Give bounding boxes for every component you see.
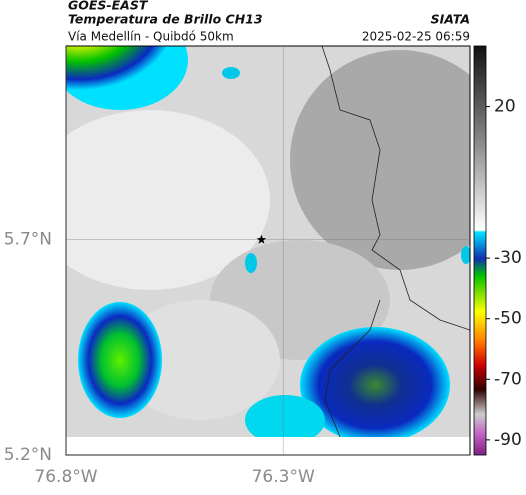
colorbar-tick-label: -30: [494, 248, 522, 268]
timestamp: 2025-02-25 06:59: [362, 30, 470, 44]
location-marker: [256, 234, 267, 244]
colorbar-tick-label: -90: [494, 430, 522, 450]
region: Vía Medellín - Quibdó 50km: [68, 30, 234, 44]
colorbar-tick-label: -50: [494, 309, 522, 329]
brand: SIATA: [431, 12, 470, 27]
product: Temperatura de Brillo CH13: [68, 12, 263, 27]
colorbar-tick-label: 20: [494, 97, 516, 117]
y-tick-label: 5.7°N: [4, 230, 52, 250]
x-tick-label: 76.3°W: [252, 467, 315, 487]
satellite-image: [66, 46, 470, 455]
colorbar-tick-label: -70: [494, 369, 522, 389]
source: GOES-EAST: [68, 0, 149, 13]
x-tick-label: 76.8°W: [34, 467, 97, 487]
colorbar: [473, 45, 487, 456]
y-tick-label: 5.2°N: [4, 445, 52, 465]
